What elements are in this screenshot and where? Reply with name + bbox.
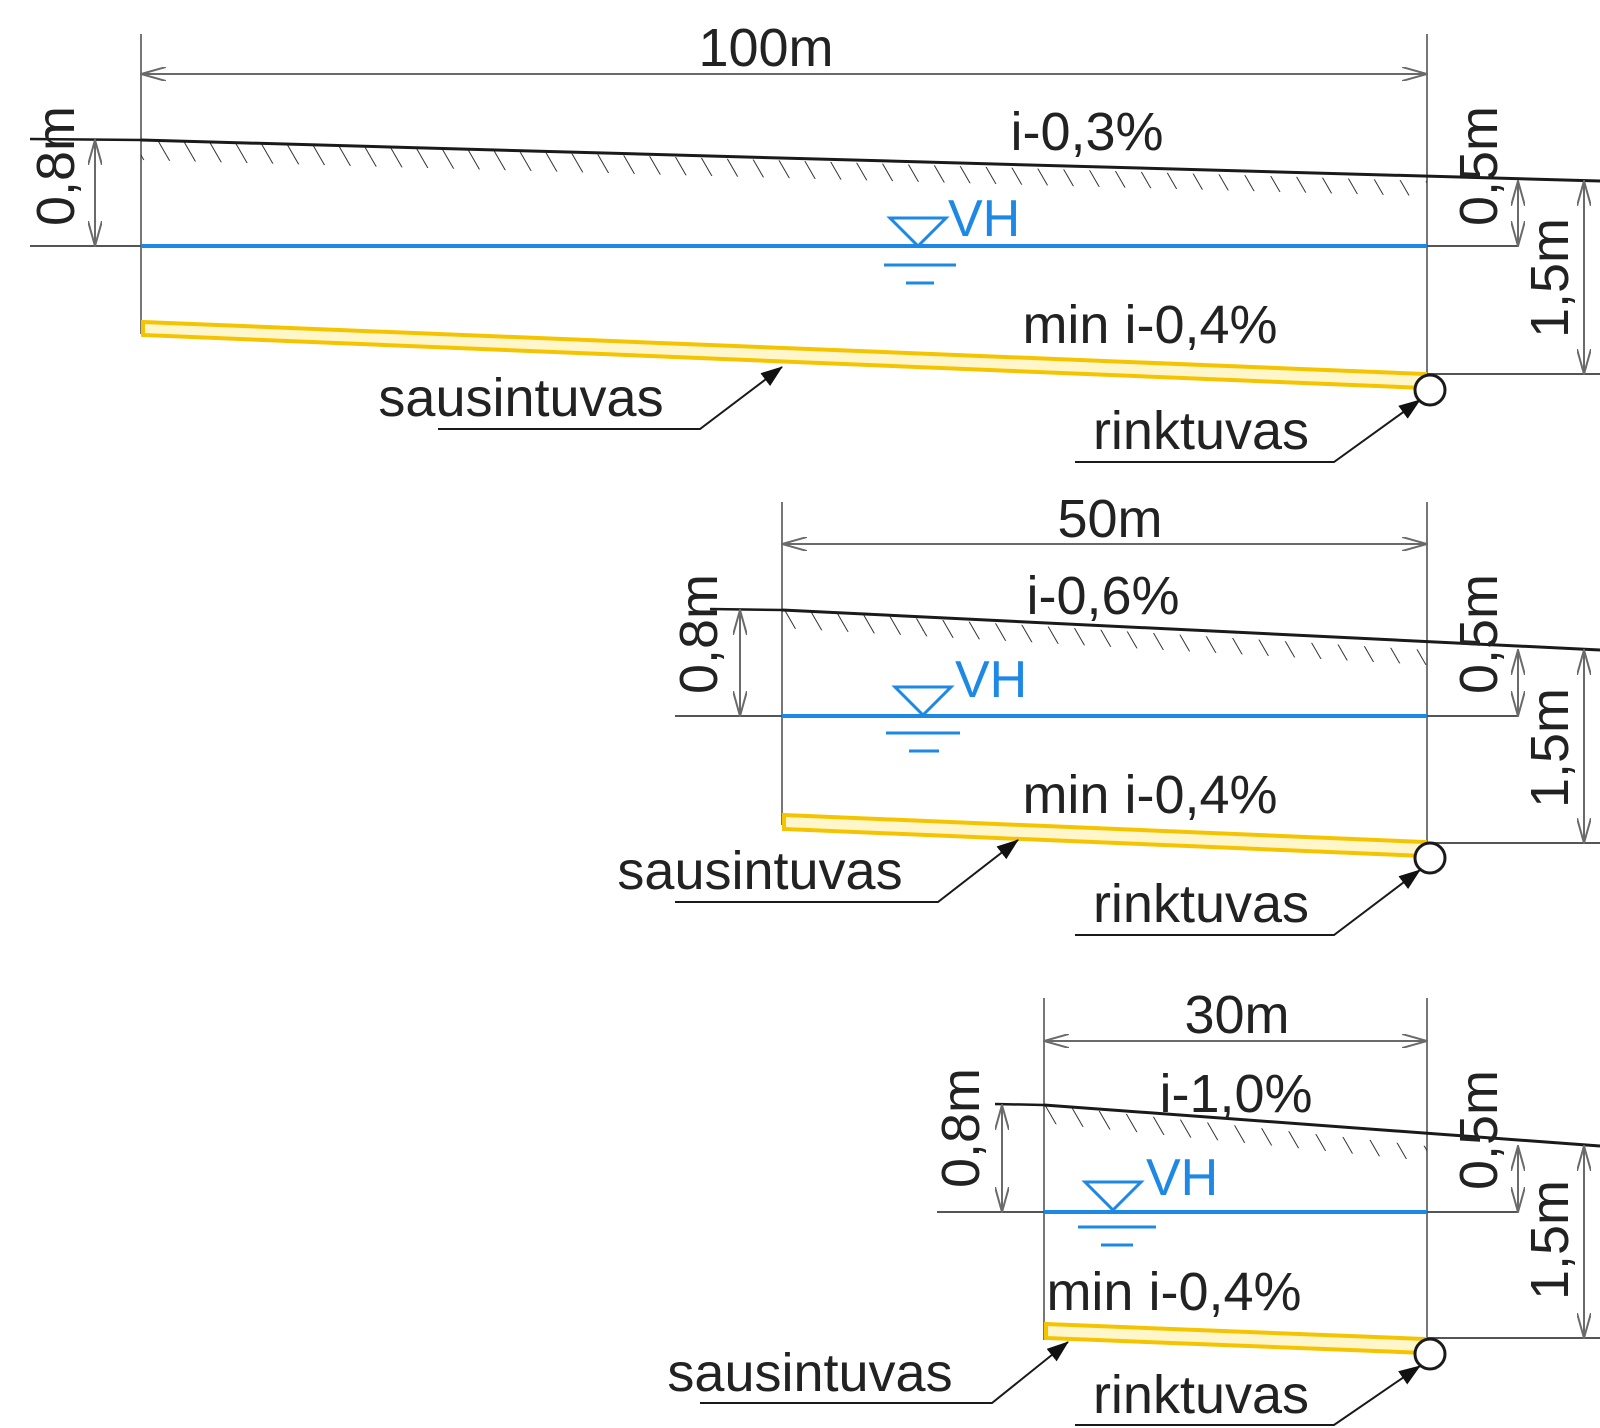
ground-extension-left <box>994 1102 1045 1107</box>
drain-pipe <box>1044 1321 1427 1356</box>
collector-leader-line <box>1075 399 1421 463</box>
drain-depth-label: 1,5m <box>1520 218 1580 338</box>
width-label: 50m <box>1057 489 1162 549</box>
collector-pipe-icon <box>1413 1337 1447 1371</box>
water-level-symbol <box>1078 1180 1156 1247</box>
left-depth-label: 0,8m <box>931 1068 991 1188</box>
collector-label: rinktuvas <box>1093 1365 1309 1425</box>
right-depth-label: 0,5m <box>1449 106 1509 226</box>
drain-slope-label: min i-0,4% <box>1046 1262 1301 1322</box>
ground-slope-label: i-0,6% <box>1026 566 1179 626</box>
width-label: 30m <box>1184 985 1289 1045</box>
collector-pipe-icon <box>1413 841 1447 875</box>
water-level-label: VH <box>1146 1149 1218 1207</box>
water-level-symbol <box>884 216 956 285</box>
drain-depth-label: 1,5m <box>1520 1180 1580 1300</box>
drain-slope-label: min i-0,4% <box>1022 295 1277 355</box>
collector-label: rinktuvas <box>1093 401 1309 461</box>
right-depth-label: 0,5m <box>1449 574 1509 694</box>
ground-extension-left <box>29 137 142 142</box>
ground-slope-label: i-1,0% <box>1159 1064 1312 1124</box>
ground-hatching <box>782 610 1427 665</box>
drain-leader-line <box>700 1341 1069 1404</box>
collector-pipe-icon <box>1413 373 1447 407</box>
ground-surface-line <box>781 608 1600 652</box>
drain-label: sausintuvas <box>617 841 902 901</box>
collector-leader-line <box>1075 1365 1421 1426</box>
collector-leader-line <box>1075 869 1421 936</box>
drain-label: sausintuvas <box>378 368 663 428</box>
ground-slope-label: i-0,3% <box>1010 102 1163 162</box>
drain-slope-label: min i-0,4% <box>1022 765 1277 825</box>
drain-depth-label: 1,5m <box>1520 688 1580 808</box>
right-depth-label: 0,5m <box>1449 1070 1509 1190</box>
drain-leader-line <box>438 366 783 430</box>
ground-surface-line <box>140 138 1600 183</box>
left-depth-label: 0,8m <box>26 106 86 226</box>
width-label: 100m <box>698 18 833 78</box>
drain-leader-line <box>675 839 1019 903</box>
water-level-label: VH <box>955 651 1027 709</box>
ground-surface-line <box>1043 1103 1600 1148</box>
collector-label: rinktuvas <box>1093 874 1309 934</box>
panel-50m: 50m i-0,6% VH 0,8m 0,5m 1,5m min i-0,4% … <box>617 489 1600 936</box>
drain-label: sausintuvas <box>667 1343 952 1403</box>
left-depth-label: 0,8m <box>669 574 729 694</box>
panel-30m: 30m i-1,0% VH 0,8m 0,5m 1,5m min i-0,4% … <box>667 985 1600 1426</box>
panel-100m: 100m i-0,3% VH 0,8m 0,5m 1,5m min i-0,4% <box>26 18 1600 463</box>
water-level-symbol <box>886 685 960 753</box>
ground-hatching <box>1044 1105 1427 1161</box>
water-level-label: VH <box>948 190 1020 248</box>
ground-hatching <box>141 140 1427 196</box>
